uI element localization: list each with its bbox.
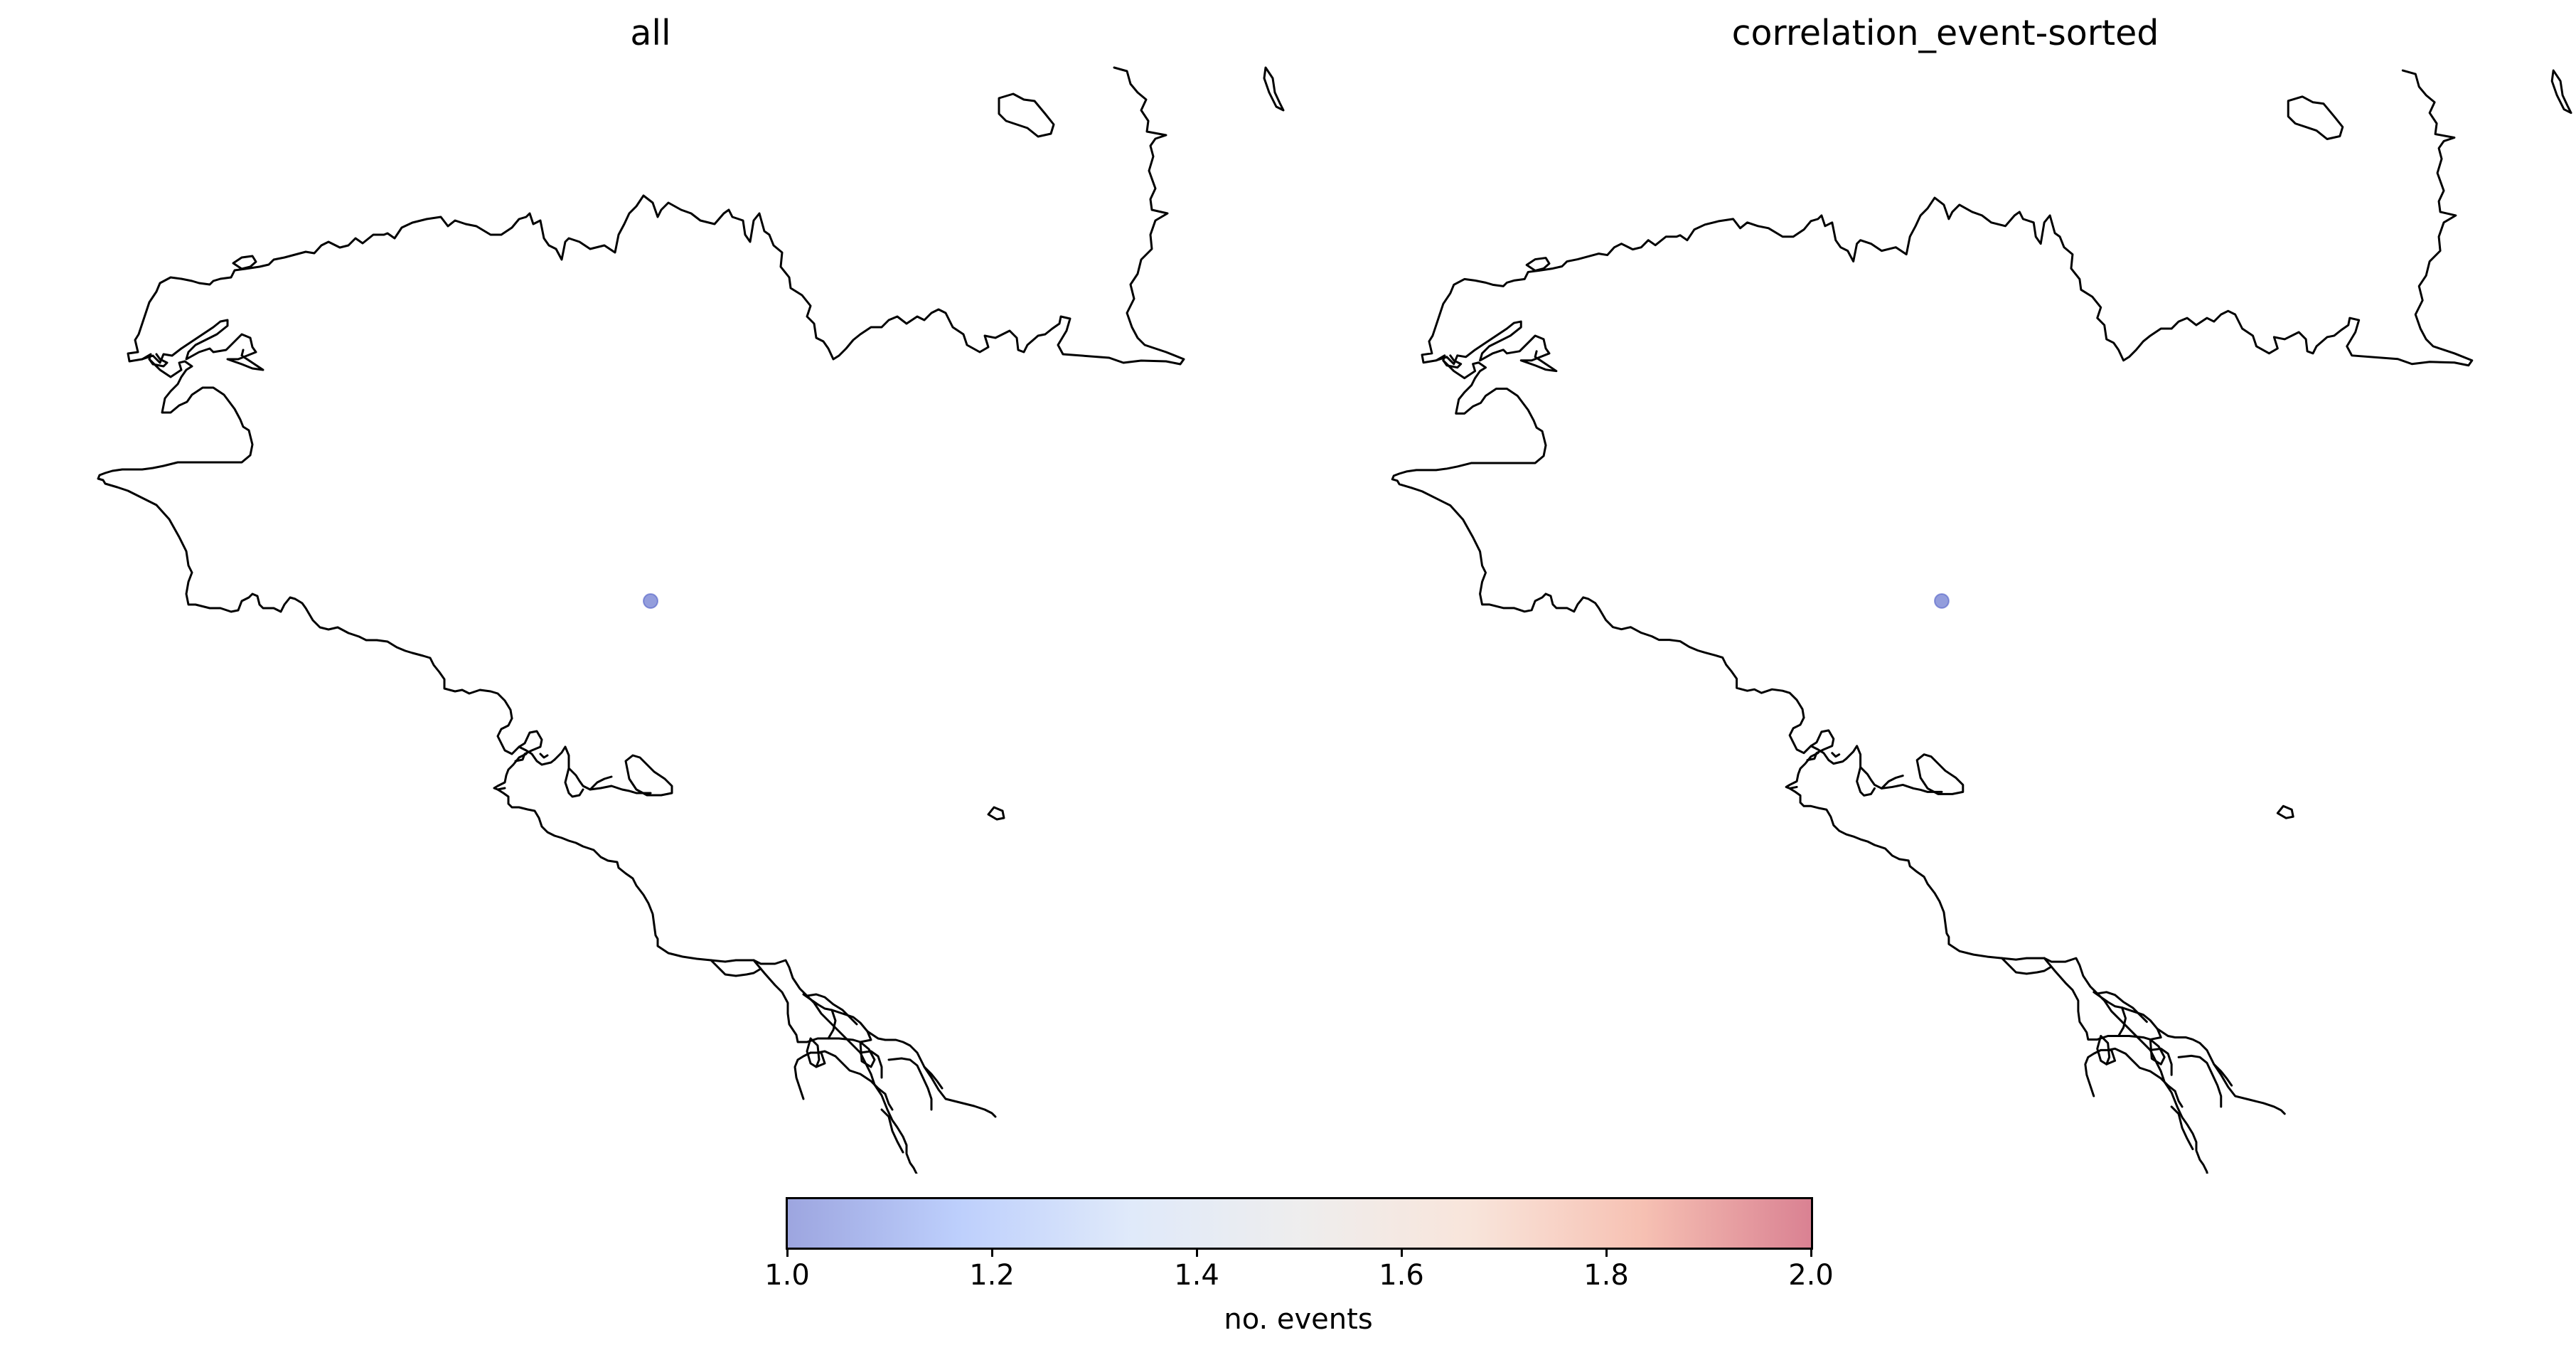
coastline — [1391, 69, 2572, 1174]
event-marker — [1934, 592, 1950, 609]
colorbar-tick-label: 1.4 — [1174, 1259, 1219, 1292]
colorbar-tick-label: 1.6 — [1379, 1259, 1424, 1292]
map-panel-all — [97, 66, 1285, 1174]
colorbar-tick-mark — [786, 1250, 789, 1257]
colorbar-label: no. events — [1224, 1303, 1373, 1336]
colorbar-tick-mark — [1195, 1250, 1198, 1257]
panel-title-all: all — [630, 13, 671, 53]
panel-title-correlation: correlation_event-sorted — [1731, 13, 2159, 53]
map-panel-correlation — [1391, 69, 2572, 1174]
colorbar-tick-label: 1.8 — [1583, 1259, 1629, 1292]
colorbar-bar — [786, 1197, 1813, 1250]
colorbar-tick-label: 1.2 — [969, 1259, 1015, 1292]
colorbar-tick-label: 1.0 — [764, 1259, 810, 1292]
coastline — [97, 66, 1285, 1174]
colorbar-tick-mark — [990, 1250, 993, 1257]
colorbar-tick-label: 2.0 — [1788, 1259, 1834, 1292]
colorbar-tick-mark — [1605, 1250, 1608, 1257]
colorbar-tick-mark — [1810, 1250, 1812, 1257]
colorbar-tick-mark — [1400, 1250, 1403, 1257]
event-marker — [643, 593, 658, 609]
